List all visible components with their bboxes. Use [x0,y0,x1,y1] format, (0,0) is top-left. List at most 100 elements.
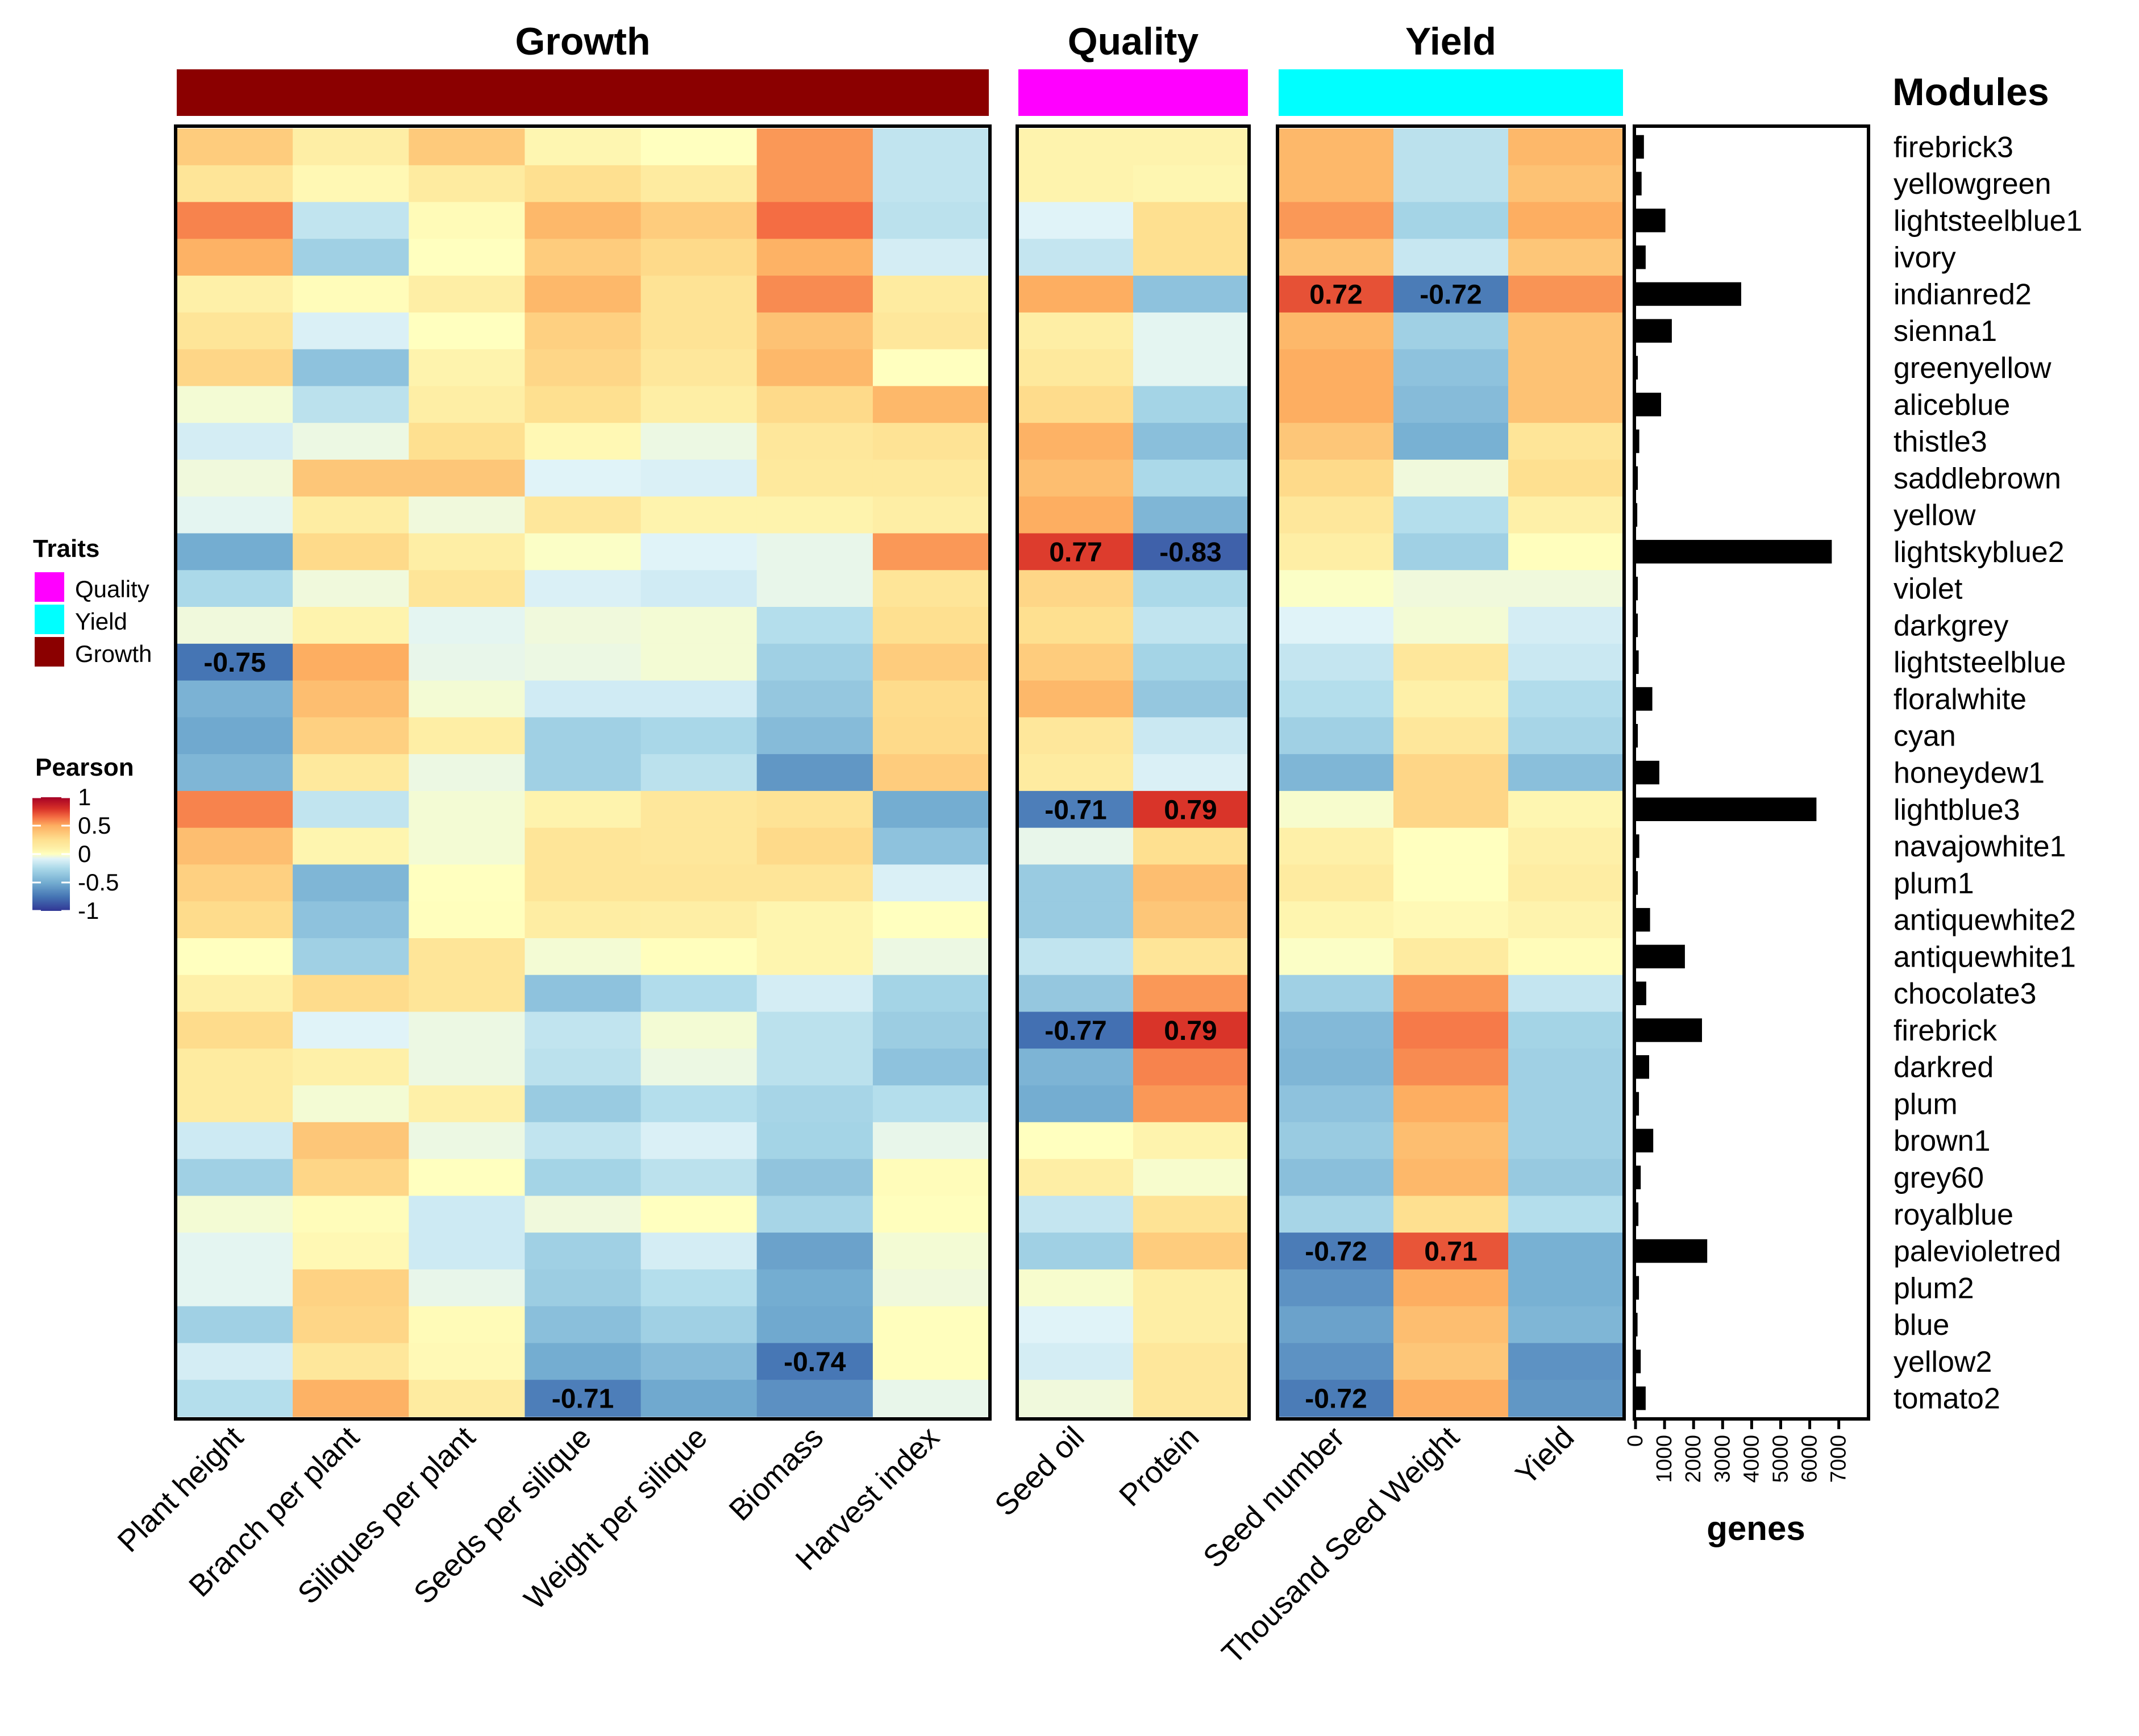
heatmap-cell [525,1233,642,1270]
heatmap-cell [640,533,758,571]
heatmap-cell [1393,717,1509,755]
colorbar-tick-label: -1 [78,897,99,924]
heatmap-cell [1018,643,1134,681]
gene-count-bar [1636,687,1653,711]
column-label: Yield [1509,1420,1581,1492]
heatmap-cell [872,1011,989,1049]
module-label: tomato2 [1894,1383,2000,1416]
module-label: royalblue [1894,1198,2013,1231]
heatmap-cell [640,1380,758,1417]
gene-count-bar [1636,797,1817,821]
heatmap-cell [1279,790,1394,829]
heatmap-cell [1133,386,1249,423]
heatmap-cell [1393,459,1509,497]
heatmap-cell [1393,827,1509,865]
heatmap-cell [1018,1380,1134,1417]
heatmap-cell [1508,312,1624,350]
heatmap-cell [1393,128,1509,166]
legend-label-yield: Yield [75,608,127,635]
heatmap-cell [1508,1122,1624,1160]
gene-count-bar [1636,540,1832,564]
gene-count-bars: 0 1000 2000 3000 4000 5000 6000 7000 [1624,135,1851,1483]
pearson-legend-title: Pearson [35,753,134,781]
heatmap-cell [293,276,409,313]
heatmap-cell [1508,276,1624,313]
module-label: lightblue3 [1894,793,2020,826]
heatmap-cell [1133,423,1249,460]
heatmap-cell [1508,423,1624,460]
heatmap-cell [293,1048,409,1086]
heatmap-cell [1133,754,1249,792]
heatmap-cell [293,165,409,203]
module-label: honeydew1 [1894,757,2045,790]
heatmap-cell [640,643,758,681]
heatmap-cell [1279,239,1394,276]
heatmap-cell [756,1085,873,1123]
heatmap-cell [177,202,293,239]
heatmap-cell [293,423,409,460]
heatmap-cell [1508,128,1624,166]
heatmap-cell [872,312,989,350]
heatmap-cell [1393,423,1509,460]
heatmap-cell [756,239,873,276]
heatmap-cell [1133,533,1249,571]
module-label: greenyellow [1894,352,2051,385]
heatmap-cell [293,1159,409,1196]
heatmap-cell [756,1343,873,1380]
cell-annotation: -0.72 [1420,280,1482,310]
heatmap-cell [1279,1343,1394,1380]
heatmap-cell [1133,1085,1249,1123]
heatmap-cell [640,423,758,460]
heatmap-cell [409,717,525,755]
gene-count-bar [1636,393,1661,417]
colorbar-tick-label: -0.5 [78,869,119,896]
traits-legend-title: Traits [33,535,99,563]
heatmap-cell [756,386,873,423]
heatmap-cell [1279,717,1394,755]
heatmap-cell [640,570,758,607]
module-label: aliceblue [1894,389,2010,422]
module-label: plum2 [1894,1272,1974,1305]
heatmap-cell [1133,790,1249,829]
heatmap-cell [640,239,758,276]
heatmap-cell [1393,975,1509,1013]
heatmap-cell [409,533,525,571]
heatmap-cell [1133,349,1249,386]
heatmap-cell [640,386,758,423]
gene-count-bar [1636,356,1638,380]
module-label: saddlebrown [1894,462,2061,495]
heatmap-cell [1018,938,1134,976]
heatmap-cell [177,1048,293,1086]
heatmap-cell [409,643,525,681]
heatmap-cell [1279,1269,1394,1307]
heatmap-cell [1393,864,1509,902]
module-label: blue [1894,1309,1949,1342]
heatmap-cell [293,496,409,534]
heatmap-cell [1508,827,1624,865]
heatmap-cell [177,827,293,865]
heatmap-cell [640,1233,758,1270]
heatmap-cell [1018,496,1134,534]
heatmap-cell [177,165,293,203]
heatmap-cell [640,1122,758,1160]
heatmap-cell [640,790,758,829]
gene-count-bar [1636,429,1639,453]
heatmap-cell [872,607,989,644]
heatmap-cell [872,202,989,239]
heatmap-cell [1508,607,1624,644]
cell-annotation: -0.72 [1305,1237,1367,1267]
heatmap-cell [872,827,989,865]
heatmap-cell [1279,938,1394,976]
heatmap-cell [409,239,525,276]
heatmap-cell [409,1159,525,1196]
heatmap-cell [177,386,293,423]
module-label: darkred [1894,1051,1994,1084]
heatmap-cell [872,680,989,718]
heatmap-cell [525,901,642,939]
gene-count-bar [1636,907,1650,932]
heatmap-cell [293,202,409,239]
heatmap-cell [409,496,525,534]
heatmap-cell [872,975,989,1013]
module-label: violet [1894,573,1963,606]
